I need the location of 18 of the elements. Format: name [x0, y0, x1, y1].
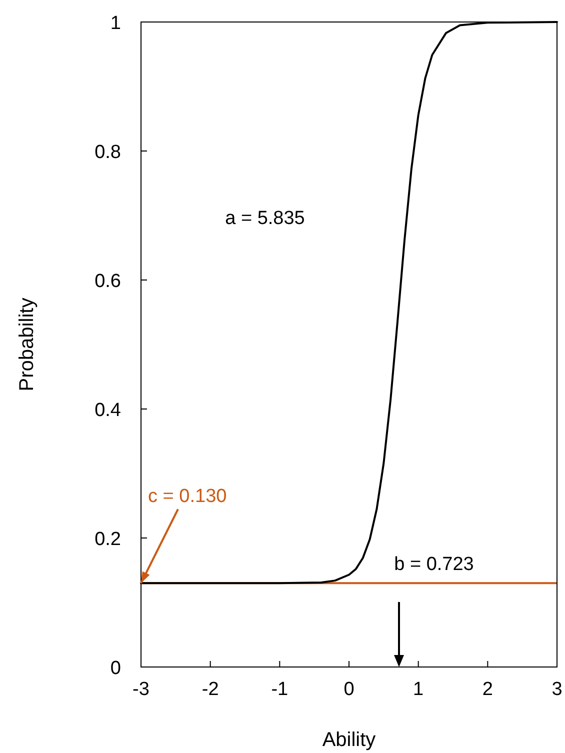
- x-tick-label: 2: [482, 679, 493, 700]
- y-tick-label: 0.6: [94, 271, 121, 292]
- y-axis-title: Probability: [16, 298, 38, 392]
- x-axis-title: Ability: [322, 729, 376, 751]
- y-tick-label: 0.8: [94, 142, 121, 163]
- annotation: b = 0.723: [394, 554, 474, 575]
- annotation: a = 5.835: [225, 208, 305, 229]
- y-tick-label: 0.2: [94, 529, 121, 550]
- y-tick-label: 0.4: [94, 400, 122, 421]
- x-tick-label: 3: [552, 679, 562, 700]
- x-tick-label: 0: [344, 679, 354, 700]
- x-tick-label: 1: [413, 679, 424, 700]
- x-tick-label: -2: [202, 679, 219, 700]
- x-tick-label: -1: [271, 679, 288, 700]
- y-tick-label: 0: [110, 658, 121, 679]
- annotation: c = 0.130: [148, 486, 227, 508]
- x-tick-label: -3: [132, 679, 150, 700]
- y-tick-label: 1: [110, 13, 121, 34]
